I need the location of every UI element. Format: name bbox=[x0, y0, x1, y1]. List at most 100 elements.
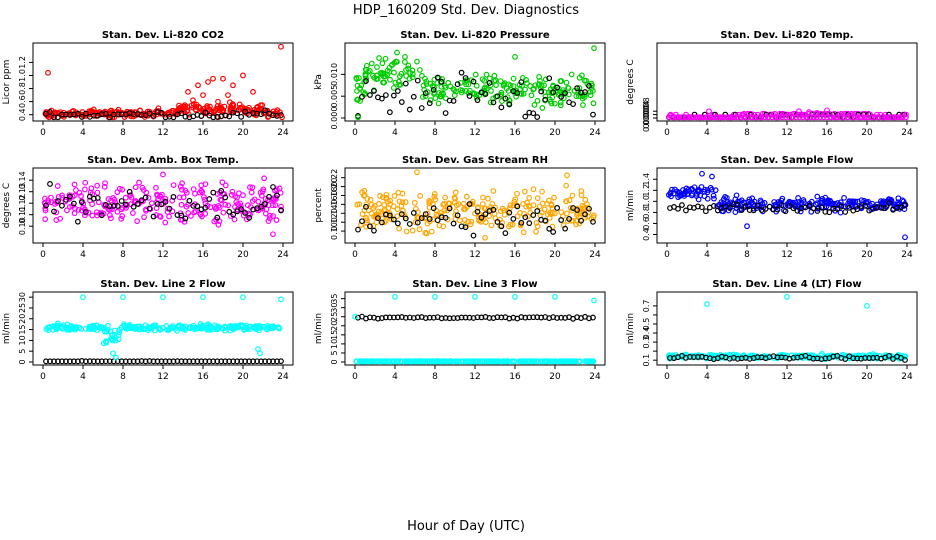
series-points bbox=[353, 45, 597, 121]
reference-point bbox=[675, 205, 681, 212]
outlier-point bbox=[240, 294, 246, 301]
reference-point bbox=[522, 113, 529, 120]
x-tick-label: 12 bbox=[781, 250, 792, 260]
reference-point bbox=[542, 96, 549, 103]
data-point bbox=[829, 200, 836, 207]
data-point bbox=[94, 182, 101, 189]
reference-point bbox=[242, 358, 249, 365]
data-point bbox=[394, 213, 401, 220]
reference-point bbox=[810, 205, 817, 212]
data-point bbox=[583, 77, 590, 84]
panel-title: Stan. Dev. Line 2 Flow bbox=[100, 279, 225, 290]
x-tick-label: 20 bbox=[237, 128, 249, 138]
reference-point bbox=[190, 202, 197, 209]
data-point bbox=[471, 91, 478, 97]
reference-point bbox=[378, 95, 385, 102]
x-tick-label: 12 bbox=[469, 372, 480, 382]
reference-point bbox=[470, 78, 477, 85]
reference-point bbox=[490, 99, 497, 106]
data-point bbox=[551, 194, 557, 201]
reference-point bbox=[586, 83, 592, 89]
reference-point bbox=[574, 85, 580, 92]
reference-point bbox=[146, 205, 153, 212]
panel-8: Stan. Dev. Line 3 Flow ml/min 0 4 8 12 16 20 24 0… bbox=[314, 279, 606, 382]
reference-point bbox=[363, 78, 369, 84]
reference-point bbox=[371, 227, 377, 234]
reference-point bbox=[134, 200, 141, 207]
reference-point bbox=[234, 358, 241, 365]
outlier-point bbox=[814, 110, 820, 116]
reference-point bbox=[182, 358, 189, 365]
data-point bbox=[88, 325, 95, 332]
outlier-point bbox=[779, 112, 785, 119]
data-point bbox=[536, 74, 543, 80]
data-point bbox=[414, 58, 420, 65]
data-point bbox=[475, 214, 482, 221]
data-point bbox=[882, 114, 889, 121]
data-point bbox=[463, 81, 469, 88]
reference-point bbox=[683, 207, 689, 214]
reference-point bbox=[494, 93, 501, 100]
data-point bbox=[101, 183, 108, 190]
outlier-point bbox=[279, 114, 285, 121]
data-point bbox=[136, 179, 142, 186]
data-point bbox=[530, 86, 537, 93]
reference-point bbox=[478, 214, 485, 221]
series-points bbox=[42, 43, 285, 121]
data-point bbox=[880, 198, 887, 205]
data-point bbox=[179, 186, 185, 193]
data-point bbox=[422, 75, 428, 82]
reference-point bbox=[406, 221, 413, 227]
reference-point bbox=[486, 79, 493, 86]
data-point bbox=[431, 191, 438, 197]
reference-point bbox=[538, 88, 545, 95]
data-point bbox=[698, 184, 705, 190]
data-point bbox=[800, 114, 806, 121]
reference-point bbox=[838, 203, 845, 210]
y-tick-label: 0.8 bbox=[18, 82, 27, 95]
y-tick-label: 0 bbox=[18, 359, 27, 364]
reference-point bbox=[246, 358, 253, 365]
data-point bbox=[166, 213, 172, 220]
reference-point bbox=[142, 194, 149, 201]
panel-title: Stan. Dev. Amb. Box Temp. bbox=[87, 155, 239, 166]
data-point bbox=[45, 327, 52, 334]
data-point bbox=[721, 114, 727, 121]
data-point bbox=[438, 91, 445, 98]
reference-point bbox=[198, 358, 205, 365]
data-point bbox=[75, 206, 82, 213]
reference-point bbox=[822, 355, 829, 362]
data-point bbox=[562, 358, 569, 365]
data-point bbox=[520, 358, 527, 365]
reference-point bbox=[854, 355, 861, 362]
x-tick-label: 8 bbox=[744, 372, 750, 382]
data-point bbox=[109, 332, 116, 339]
data-point bbox=[166, 326, 173, 332]
data-point bbox=[712, 187, 719, 194]
data-point bbox=[586, 358, 592, 365]
data-point bbox=[134, 218, 141, 225]
outlier-point bbox=[806, 109, 812, 115]
data-point bbox=[536, 203, 543, 210]
panel-ylabel: kPa bbox=[314, 74, 324, 90]
x-tick-label: 24 bbox=[277, 250, 289, 260]
data-point bbox=[492, 77, 499, 84]
reference-point bbox=[270, 184, 276, 190]
data-point bbox=[686, 188, 693, 194]
data-point bbox=[452, 189, 459, 196]
data-point bbox=[367, 358, 374, 365]
outlier-point bbox=[432, 293, 438, 300]
reference-point bbox=[858, 203, 865, 209]
data-point bbox=[507, 202, 514, 209]
reference-point bbox=[138, 197, 145, 204]
data-point bbox=[551, 100, 558, 107]
outlier-point bbox=[796, 108, 802, 115]
reference-point bbox=[118, 111, 125, 118]
data-point bbox=[470, 358, 476, 365]
reference-point bbox=[222, 194, 229, 201]
reference-point bbox=[394, 220, 401, 227]
y-tick-label: 0.12 bbox=[18, 194, 27, 212]
reference-point bbox=[542, 217, 549, 224]
data-point bbox=[191, 209, 198, 216]
data-point bbox=[219, 179, 226, 186]
